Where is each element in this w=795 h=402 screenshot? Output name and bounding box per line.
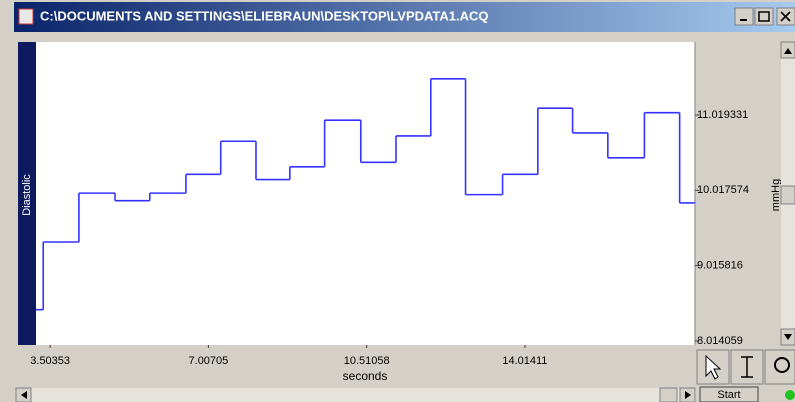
arrow-icon bbox=[784, 48, 792, 54]
start-button[interactable] bbox=[699, 386, 759, 402]
y-tick-label: 11.019331 bbox=[697, 109, 748, 121]
ibeam-icon bbox=[741, 356, 753, 378]
title-bar bbox=[14, 2, 795, 32]
x-tick-label: 10.51058 bbox=[344, 355, 390, 367]
y-axis-label: mmHg bbox=[770, 179, 782, 211]
status-light bbox=[785, 390, 795, 400]
plot-area bbox=[36, 42, 695, 345]
y-tick-label: 10.017574 bbox=[697, 184, 749, 196]
pointer-icon bbox=[705, 354, 722, 380]
y-tick-label: 9.015816 bbox=[697, 260, 743, 272]
horizontal-scrollbar[interactable] bbox=[15, 387, 696, 402]
arrow-icon bbox=[784, 334, 792, 340]
close-icon bbox=[780, 11, 791, 22]
maximize-icon bbox=[758, 11, 770, 22]
x-axis-label: seconds bbox=[343, 369, 388, 383]
scroll-thumb[interactable] bbox=[659, 387, 678, 402]
scroll-track bbox=[16, 388, 696, 402]
channel-label: Diastolic bbox=[21, 174, 33, 216]
scroll-thumb[interactable] bbox=[780, 185, 795, 205]
zoom-tool[interactable] bbox=[764, 349, 795, 385]
vertical-scrollbar[interactable] bbox=[780, 41, 795, 346]
x-tick-label: 3.50353 bbox=[30, 355, 70, 367]
y-tick-label: 8.014059 bbox=[697, 335, 743, 347]
toolbar bbox=[696, 349, 795, 385]
app-icon bbox=[18, 8, 34, 25]
minimize-button[interactable] bbox=[734, 7, 754, 26]
start-label: Start bbox=[717, 389, 740, 401]
zoom-icon bbox=[774, 357, 790, 373]
x-tick-label: 14.01411 bbox=[502, 355, 547, 367]
arrow-icon bbox=[21, 391, 27, 399]
window-controls[interactable] bbox=[734, 7, 795, 26]
maximize-button[interactable] bbox=[754, 7, 774, 26]
channel-strip bbox=[18, 42, 36, 345]
x-tick-label: 7.00705 bbox=[189, 355, 229, 367]
arrow-icon bbox=[685, 391, 691, 399]
window-title: C:\DOCUMENTS AND SETTINGS\ELIEBRAUN\DESK… bbox=[40, 8, 489, 23]
